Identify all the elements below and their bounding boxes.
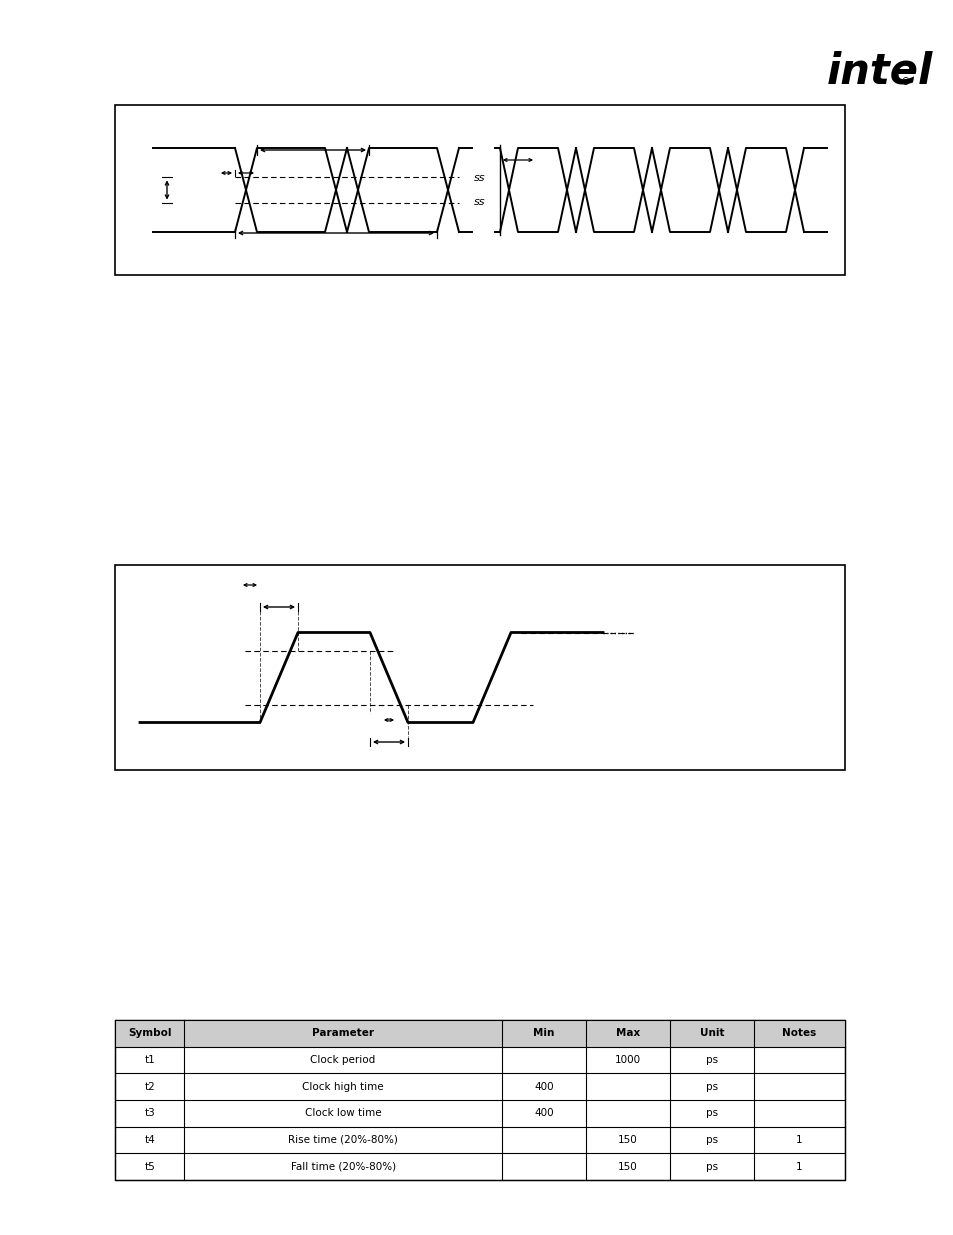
Text: ps: ps (705, 1082, 717, 1092)
Bar (115, 1020, 844, 1047)
Text: 1: 1 (795, 1162, 801, 1172)
Text: t1: t1 (144, 1055, 155, 1065)
Text: t5: t5 (144, 1162, 155, 1172)
Text: ps: ps (705, 1108, 717, 1119)
Text: Max: Max (615, 1029, 639, 1039)
Text: Symbol: Symbol (128, 1029, 172, 1039)
Text: t3: t3 (144, 1108, 155, 1119)
Bar (115, 105, 844, 275)
Text: ps: ps (705, 1055, 717, 1065)
Text: 150: 150 (618, 1135, 637, 1145)
Text: Unit: Unit (699, 1029, 723, 1039)
Text: t4: t4 (144, 1135, 155, 1145)
Text: ss: ss (474, 198, 485, 207)
Bar (115, 1020, 844, 1179)
Text: Parameter: Parameter (312, 1029, 374, 1039)
Bar (115, 564, 844, 769)
Text: Fall time (20%-80%): Fall time (20%-80%) (291, 1162, 395, 1172)
Text: 1: 1 (795, 1135, 801, 1145)
Text: intel: intel (826, 49, 932, 91)
Text: Notes: Notes (781, 1029, 816, 1039)
Text: 400: 400 (534, 1082, 553, 1092)
Text: Clock high time: Clock high time (302, 1082, 383, 1092)
Text: t2: t2 (144, 1082, 155, 1092)
Text: Rise time (20%-80%): Rise time (20%-80%) (288, 1135, 397, 1145)
Text: ps: ps (705, 1135, 717, 1145)
Text: Clock low time: Clock low time (305, 1108, 381, 1119)
Text: 400: 400 (534, 1108, 553, 1119)
Text: ps: ps (705, 1162, 717, 1172)
Text: ss: ss (474, 173, 485, 183)
Text: Clock period: Clock period (310, 1055, 375, 1065)
Text: 1000: 1000 (614, 1055, 640, 1065)
Text: Min: Min (533, 1029, 554, 1039)
Text: ®: ® (901, 77, 910, 86)
Text: 150: 150 (618, 1162, 637, 1172)
